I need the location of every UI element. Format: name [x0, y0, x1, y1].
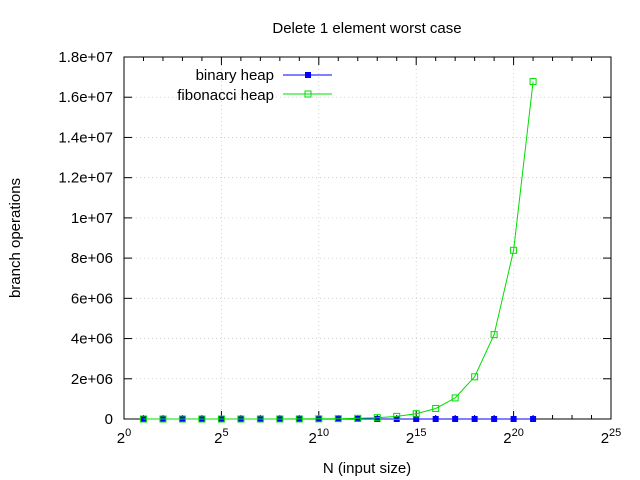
x-tick-labels: 20 25 210 215 220 225	[117, 427, 622, 447]
data-point-fibonacci-heap	[178, 415, 186, 423]
data-point-fibonacci-heap	[510, 246, 518, 254]
x-tick-label: 220	[503, 427, 524, 447]
data-point-binary-heap	[413, 415, 420, 422]
data-point-fibonacci-heap	[217, 415, 225, 423]
data-point-fibonacci-heap	[334, 415, 342, 423]
y-tick-label: 1e+07	[71, 210, 113, 227]
data-point-fibonacci-heap	[432, 404, 440, 412]
x-tick-label-exponent: 20	[512, 427, 524, 439]
x-tick-label-base: 2	[503, 430, 511, 447]
x-tick-label: 210	[309, 427, 330, 447]
data-point-binary-heap	[432, 415, 439, 422]
y-tick-label: 8e+06	[71, 250, 113, 267]
legend: binary heap fibonacci heap	[177, 67, 332, 104]
data-point-fibonacci-heap	[412, 410, 420, 418]
x-tick-label: 215	[406, 427, 427, 447]
x-tick-label: 225	[601, 427, 622, 447]
data-point-fibonacci-heap	[276, 415, 284, 423]
data-point-fibonacci-heap	[393, 412, 401, 420]
x-tick-label-base: 2	[214, 430, 222, 447]
series-layer	[139, 78, 537, 423]
x-axis-label: N (input size)	[323, 460, 411, 477]
x-tick-label-exponent: 5	[223, 427, 229, 439]
series-fibonacci-heap	[139, 78, 537, 423]
y-tick-label: 1.6e+07	[58, 89, 113, 106]
x-tick-label: 20	[117, 427, 131, 447]
x-tick-label-exponent: 0	[125, 427, 131, 439]
data-point-fibonacci-heap	[529, 78, 537, 86]
y-tick-label: 6e+06	[71, 290, 113, 307]
y-axis-label: branch operations	[7, 178, 24, 298]
data-point-binary-heap	[452, 415, 459, 422]
y-tick-label: 1.4e+07	[58, 129, 113, 146]
data-point-binary-heap	[491, 415, 498, 422]
y-tick-label: 0	[105, 411, 113, 428]
plot-frame	[123, 56, 612, 420]
data-point-fibonacci-heap	[451, 394, 459, 402]
legend-label-fibonacci-heap: fibonacci heap	[177, 87, 274, 104]
data-point-fibonacci-heap	[315, 415, 323, 423]
y-tick-label: 1.2e+07	[58, 170, 113, 187]
data-point-fibonacci-heap	[373, 414, 381, 422]
data-point-binary-heap	[140, 415, 147, 422]
data-point-fibonacci-heap	[490, 331, 498, 339]
x-tick-label-base: 2	[406, 430, 414, 447]
legend-marker-binary-heap	[305, 72, 311, 78]
data-point-fibonacci-heap	[471, 373, 479, 381]
data-point-fibonacci-heap	[198, 415, 206, 423]
x-tick-label-base: 2	[117, 430, 125, 447]
x-tick-label-exponent: 15	[414, 427, 426, 439]
x-tick-label: 25	[214, 427, 228, 447]
chart-title: Delete 1 element worst case	[272, 20, 461, 37]
axis-ticks	[123, 56, 612, 420]
data-point-binary-heap	[374, 415, 381, 422]
y-tick-label: 2e+06	[71, 371, 113, 388]
data-point-fibonacci-heap	[256, 415, 264, 423]
x-tick-label-exponent: 25	[609, 427, 621, 439]
y-tick-label: 1.8e+07	[58, 49, 113, 66]
legend-label-binary-heap: binary heap	[196, 67, 274, 84]
x-tick-label-base: 2	[601, 430, 609, 447]
legend-marker-fibonacci-heap	[304, 90, 312, 98]
grid	[124, 57, 611, 419]
x-tick-label-base: 2	[309, 430, 317, 447]
data-point-fibonacci-heap	[159, 415, 167, 423]
data-point-binary-heap	[530, 415, 537, 422]
y-tick-labels: 0 2e+06 4e+06 6e+06 8e+06 1e+07 1.2e+07 1.4e+07…	[58, 49, 113, 428]
data-point-binary-heap	[354, 415, 361, 422]
series-line-fibonacci-heap	[143, 81, 534, 420]
data-point-binary-heap	[471, 415, 478, 422]
data-point-fibonacci-heap	[295, 415, 303, 423]
x-tick-label-exponent: 10	[317, 427, 329, 439]
y-tick-label: 4e+06	[71, 331, 113, 348]
data-point-binary-heap	[510, 415, 517, 422]
data-point-fibonacci-heap	[354, 414, 362, 422]
data-point-fibonacci-heap	[237, 415, 245, 423]
data-point-fibonacci-heap	[139, 415, 147, 423]
